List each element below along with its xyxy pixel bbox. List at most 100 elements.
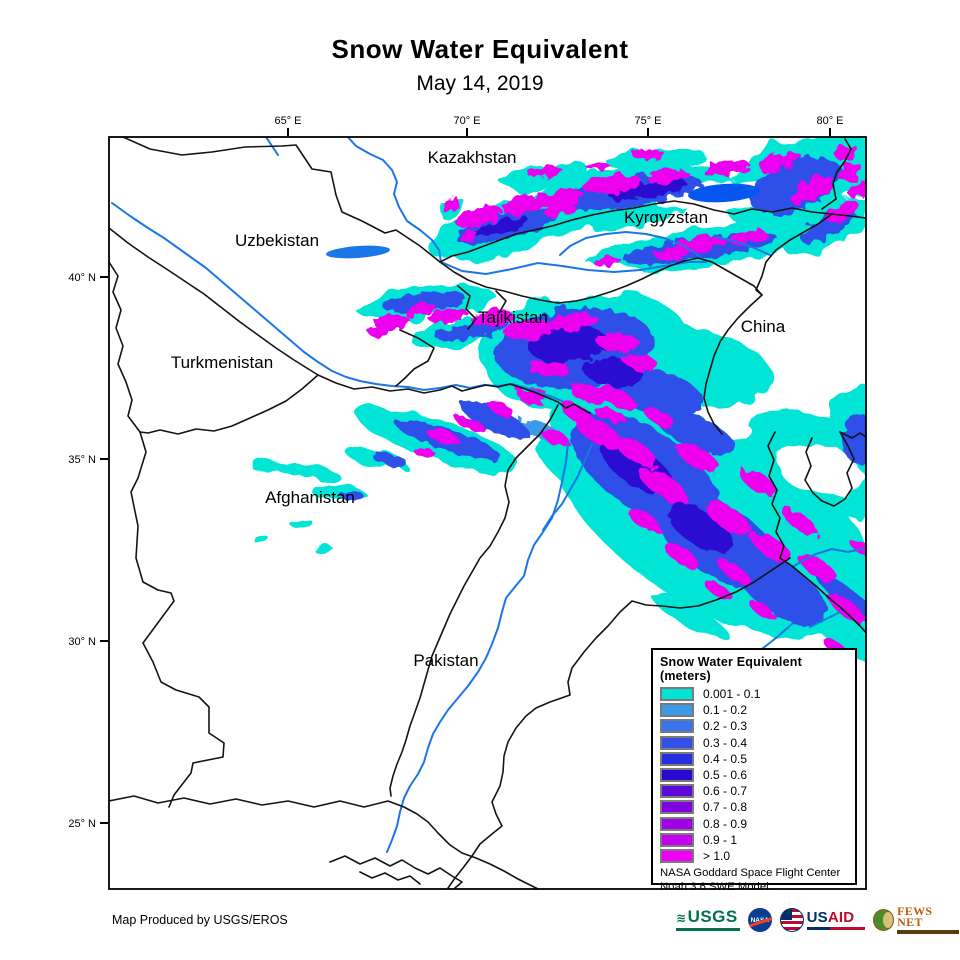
usaid-logo-text-us: US <box>806 908 828 926</box>
usaid-emblem-icon <box>779 908 804 932</box>
lake-issyk-kul <box>688 183 760 203</box>
label-kazakhstan: Kazakhstan <box>428 148 517 167</box>
legend-label: 0.1 - 0.2 <box>703 703 748 718</box>
axis-ticks <box>100 128 831 824</box>
usaid-logo-text-aid: AID <box>827 908 855 926</box>
page-subtitle: May 14, 2019 <box>416 72 544 95</box>
border-kashmir-loc <box>767 431 785 559</box>
legend-row: 0.7 - 0.8 <box>660 799 848 815</box>
legend-row: 0.6 - 0.7 <box>660 783 848 799</box>
legend-row: 0.5 - 0.6 <box>660 767 848 783</box>
legend-swatch <box>660 832 694 847</box>
border-turkmen-uzbek <box>109 227 319 376</box>
river-indus <box>386 442 569 853</box>
x-tick-75e: 75° E <box>634 115 661 127</box>
legend-label: 0.6 - 0.7 <box>703 784 748 799</box>
y-tick-25n: 25° N <box>68 818 96 830</box>
usaid-tagline-bar <box>806 926 865 930</box>
x-tick-65e: 65° E <box>274 115 301 127</box>
page-title: Snow Water Equivalent <box>331 34 629 64</box>
fews-net-logo: FEWS NET <box>872 904 960 934</box>
legend-label: > 1.0 <box>703 848 731 863</box>
legend-swatch <box>660 784 694 799</box>
legend-label: 0.4 - 0.5 <box>703 751 748 766</box>
nasa-logo: NASA <box>748 908 772 932</box>
y-tick-40n: 40° N <box>68 272 96 284</box>
produced-by-text: Map Produced by USGS/EROS <box>112 913 288 927</box>
usgs-logo-text: USGS <box>687 907 738 926</box>
legend-swatch <box>660 719 694 734</box>
legend-credit-line1: NASA Goddard Space Flight Center <box>660 867 841 880</box>
border-turkmen-west <box>109 261 141 433</box>
legend-title: Snow Water Equivalent (meters) <box>660 655 802 683</box>
border-uzbek-tajik <box>395 285 507 387</box>
usaid-logo: USAID <box>779 908 865 932</box>
legend-row: 0.2 - 0.3 <box>660 718 848 734</box>
border-afghan-north <box>317 374 591 414</box>
fews-globe-icon <box>872 909 895 931</box>
country-labels: Kazakhstan Uzbekistan Kyrgyzstan Tajikis… <box>171 148 786 670</box>
legend-swatch <box>660 735 694 750</box>
y-tick-30n: 30° N <box>68 636 96 648</box>
legend-swatch <box>660 703 694 718</box>
river-chu <box>715 236 771 256</box>
legend-label: 0.2 - 0.3 <box>703 719 748 734</box>
rivers <box>111 137 866 853</box>
legend-credit: NASA Goddard Space Flight Center Noah 3.… <box>660 866 848 894</box>
legend-row: 0.8 - 0.9 <box>660 816 848 832</box>
border-afghan-pak-durand <box>389 404 559 797</box>
legend-row: 0.4 - 0.5 <box>660 751 848 767</box>
border-kazakh-uzbek <box>122 137 441 263</box>
swe-layer-darkblue <box>470 180 734 554</box>
river-naryn <box>559 231 707 263</box>
coastline <box>109 795 539 889</box>
label-pakistan: Pakistan <box>413 651 478 670</box>
legend-swatch <box>660 751 694 766</box>
legend-label: 0.9 - 1 <box>703 832 738 847</box>
label-china: China <box>741 317 786 336</box>
border-china-northeast <box>821 138 852 210</box>
border-iran-afghan-pak <box>130 431 225 808</box>
label-afghanistan: Afghanistan <box>265 488 355 507</box>
nasa-logo-text: NASA <box>750 916 769 924</box>
map-legend: Snow Water Equivalent (meters) 0.001 - 0… <box>651 648 857 893</box>
label-uzbekistan: Uzbekistan <box>235 231 319 250</box>
usgs-tagline-bar <box>676 928 740 931</box>
axis-tick-labels: 65° E 70° E 75° E 80° E 40° N 35° N 30° … <box>68 115 843 830</box>
label-kyrgyzstan: Kyrgyzstan <box>624 208 708 227</box>
river-syr-darya <box>346 137 707 275</box>
border-turkmen-afghan <box>139 374 319 435</box>
x-tick-70e: 70° E <box>453 115 480 127</box>
legend-swatch <box>660 768 694 783</box>
border-kyrgyz-china <box>703 213 833 435</box>
fews-tagline-bar <box>897 930 960 934</box>
legend-row: 0.3 - 0.4 <box>660 735 848 751</box>
legend-swatch <box>660 848 694 863</box>
legend-row: 0.1 - 0.2 <box>660 702 848 718</box>
fews-logo-text: FEWS NET <box>897 904 933 929</box>
legend-label: 0.001 - 0.1 <box>703 687 761 702</box>
footer-logos: ≋USGS NASA USAID FEWS NET <box>676 903 960 937</box>
legend-row: > 1.0 <box>660 848 848 864</box>
border-fergana-south <box>439 257 763 304</box>
border-pak-india <box>447 557 791 889</box>
label-turkmenistan: Turkmenistan <box>171 353 273 372</box>
legend-swatch <box>660 687 694 702</box>
usgs-logo: ≋USGS <box>676 907 740 931</box>
y-tick-35n: 35° N <box>68 454 96 466</box>
country-borders <box>109 137 866 889</box>
legend-label: 0.8 - 0.9 <box>703 816 748 831</box>
legend-swatch <box>660 816 694 831</box>
legend-label: 0.7 - 0.8 <box>703 800 748 815</box>
label-tajikistan: Tajikistan <box>478 308 548 327</box>
legend-swatch <box>660 800 694 815</box>
legend-label: 0.5 - 0.6 <box>703 768 748 783</box>
river-east-1 <box>793 547 866 567</box>
river-kabul <box>542 443 593 531</box>
title-block: Snow Water Equivalent May 14, 2019 <box>0 34 960 96</box>
lake-aydar-kul <box>326 245 390 259</box>
x-tick-80e: 80° E <box>816 115 843 127</box>
river-east-3 <box>809 611 841 628</box>
